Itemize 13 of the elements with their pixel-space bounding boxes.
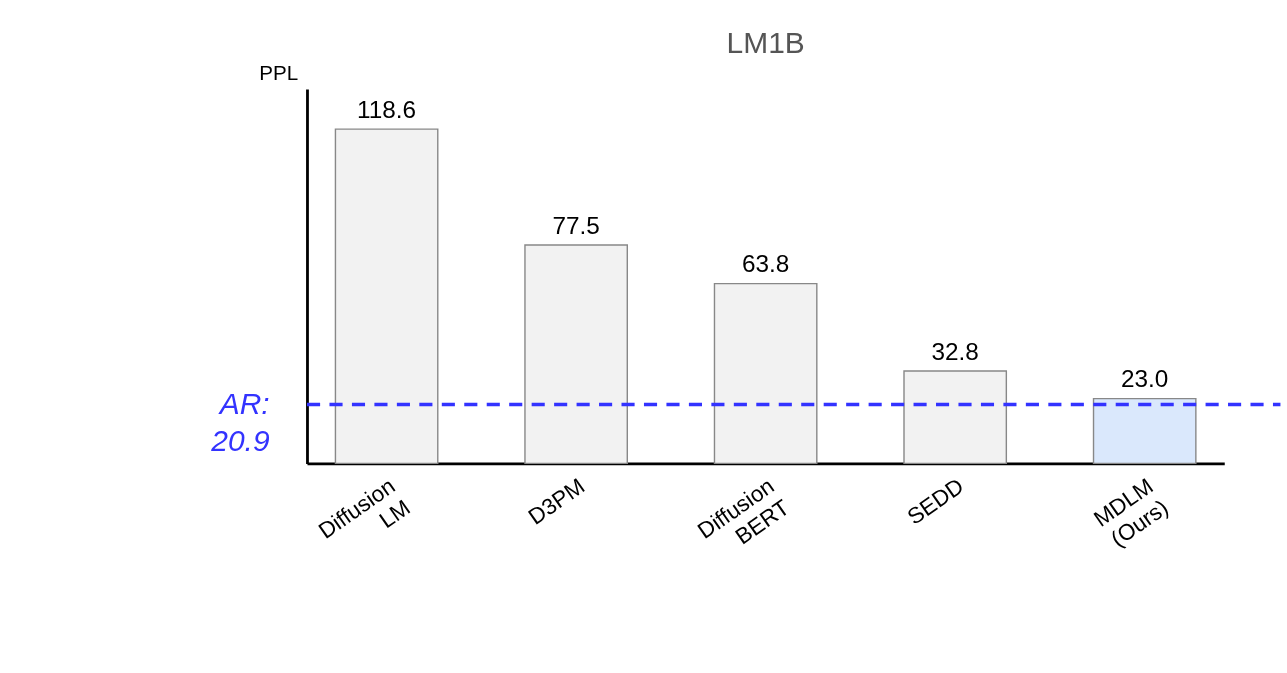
data-label: 63.8 bbox=[741, 250, 790, 278]
chart-title: LM1B bbox=[726, 25, 805, 59]
bar bbox=[903, 370, 1008, 465]
y-axis-title: PPL bbox=[259, 61, 299, 85]
bar bbox=[524, 244, 628, 465]
ref-line-label: AR: 20.9 bbox=[210, 386, 270, 458]
data-label: 77.5 bbox=[552, 211, 600, 239]
data-label: 23.0 bbox=[1121, 365, 1169, 393]
data-label: 118.6 bbox=[357, 95, 417, 123]
bar bbox=[334, 128, 439, 465]
bar bbox=[713, 282, 818, 465]
bar bbox=[1092, 397, 1197, 465]
data-label: 32.8 bbox=[931, 337, 979, 365]
